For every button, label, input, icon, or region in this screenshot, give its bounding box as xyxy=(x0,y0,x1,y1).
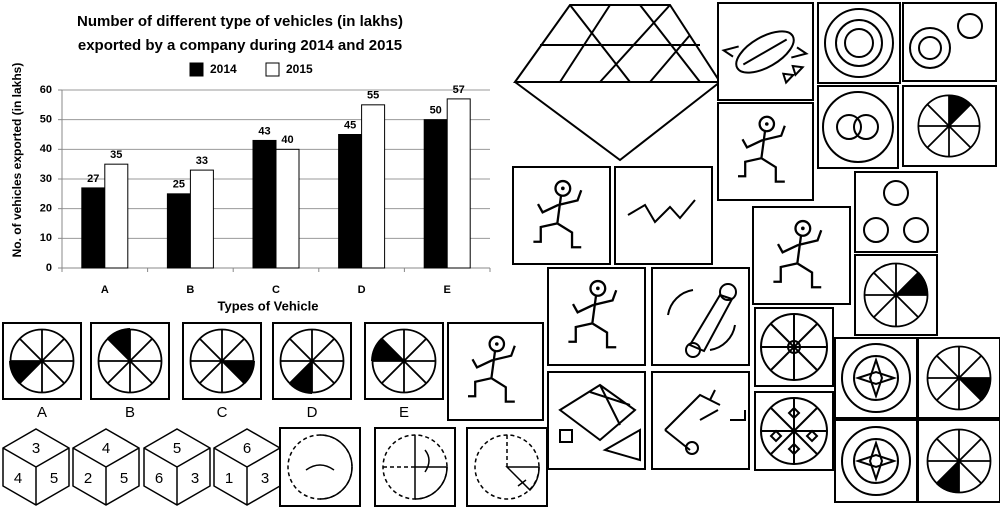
die-face: 4 xyxy=(14,470,22,487)
bar xyxy=(423,119,448,269)
x-tick-label: B xyxy=(186,284,194,296)
bar xyxy=(104,163,129,269)
bar xyxy=(338,134,363,269)
data-label: 50 xyxy=(430,105,442,117)
data-label: 27 xyxy=(87,173,99,185)
figure-boxes xyxy=(512,2,1000,503)
option-figures xyxy=(2,322,544,421)
y-tick-label: 40 xyxy=(40,143,52,155)
bar xyxy=(275,148,300,269)
data-label: 40 xyxy=(281,134,293,146)
bar xyxy=(166,193,191,269)
data-label: 25 xyxy=(173,179,185,191)
data-label: 55 xyxy=(367,90,379,102)
bar xyxy=(446,98,471,269)
y-tick-label: 0 xyxy=(46,262,52,274)
die-face: 3 xyxy=(191,470,199,487)
y-axis-label: No. of vehicles exported (in lakhs) xyxy=(10,63,24,258)
data-label: 33 xyxy=(196,155,208,167)
option-label: B xyxy=(125,404,135,421)
y-tick-label: 20 xyxy=(40,203,52,215)
die-face: 3 xyxy=(32,440,40,457)
legend-label: 2014 xyxy=(210,62,237,76)
die-face: 6 xyxy=(243,440,251,457)
die-face: 5 xyxy=(120,470,128,487)
circle-boxes xyxy=(279,427,548,507)
data-label: 45 xyxy=(344,119,356,131)
legend-label: 2015 xyxy=(286,62,313,76)
y-tick-label: 30 xyxy=(40,173,52,185)
chart-title: Number of different type of vehicles (in… xyxy=(77,13,403,30)
kite-figure xyxy=(513,4,722,162)
die-face: 1 xyxy=(225,470,233,487)
x-tick-label: A xyxy=(101,284,109,296)
y-tick-label: 10 xyxy=(40,232,52,244)
bar xyxy=(189,169,214,269)
option-label: C xyxy=(217,404,228,421)
legend-swatch xyxy=(189,62,204,77)
option-label: A xyxy=(37,404,47,421)
option-label: D xyxy=(307,404,318,421)
bar xyxy=(81,187,106,269)
y-tick-label: 50 xyxy=(40,114,52,126)
bar-chart: 0 10 20 30 40 50 60 A 27 35 B 25 33 C 43 40 D 45 55 E 50 57 20… xyxy=(40,62,491,296)
legend-swatch xyxy=(265,62,280,77)
die-face: 6 xyxy=(155,470,163,487)
data-label: 57 xyxy=(453,84,465,96)
data-label: 35 xyxy=(110,149,122,161)
die-face: 4 xyxy=(102,440,110,457)
option-label: E xyxy=(399,404,409,421)
die-face: 2 xyxy=(84,470,92,487)
x-axis-label: Types of Vehicle xyxy=(218,298,319,313)
x-tick-label: E xyxy=(444,284,451,296)
data-label: 43 xyxy=(258,125,270,137)
die-face: 3 xyxy=(261,470,269,487)
dice xyxy=(2,428,281,506)
bar xyxy=(252,139,277,269)
y-tick-label: 60 xyxy=(40,84,52,96)
chart-title: exported by a company during 2014 and 20… xyxy=(78,37,402,54)
x-tick-label: D xyxy=(358,284,366,296)
die-face: 5 xyxy=(173,440,181,457)
bar xyxy=(361,104,386,269)
die-face: 5 xyxy=(50,470,58,487)
x-tick-label: C xyxy=(272,284,280,296)
